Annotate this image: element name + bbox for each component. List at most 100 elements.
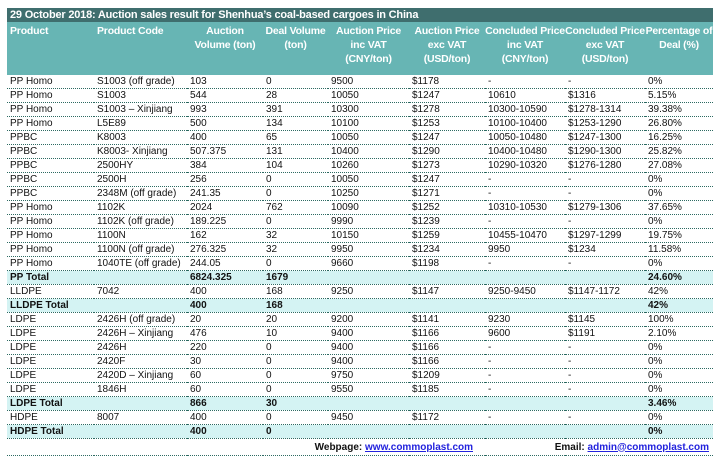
table-cell: 10100 — [328, 116, 409, 131]
table-cell: 10050-10480 — [485, 130, 565, 145]
table-cell — [565, 270, 645, 285]
table-cell: 9600 — [485, 326, 565, 341]
table-cell: 3.46% — [645, 396, 713, 411]
table-cell: 10300 — [328, 102, 409, 117]
table-cell: 2426H (off grade) — [94, 312, 187, 327]
table-cell: PP Homo — [7, 75, 94, 89]
table-cell: 5.15% — [645, 88, 713, 103]
table-cell: 400 — [187, 298, 263, 313]
table-row: PPBC 2348M (off grade) 241.35 0 10250 $1271- -… — [7, 186, 713, 201]
table-cell: 9250-9450 — [485, 284, 565, 299]
table-cell: 25.82% — [645, 144, 713, 159]
auction-results-table-container: 29 October 2018: Auction sales result fo… — [7, 8, 713, 456]
table-cell: 9750 — [328, 368, 409, 383]
table-cell: 162 — [187, 228, 263, 243]
table-row: PPBC 2500HY 384 104 10260 $1273 10290-10320 $12… — [7, 158, 713, 173]
table-row: LLDPE 7042 400 168 9250 $1147 9250-9450 $1147-1… — [7, 284, 713, 299]
table-row: PP Homo 1102K (off grade) 189.225 0 9990 $123… — [7, 214, 713, 229]
table-cell: 0% — [645, 75, 713, 89]
table-cell: - — [485, 340, 565, 355]
table-cell: LDPE — [7, 368, 94, 383]
total-row: LLDPE Total 400 168 42% — [7, 298, 713, 313]
table-cell: L5E89 — [94, 116, 187, 131]
table-cell: PPBC — [7, 186, 94, 201]
table-cell — [328, 270, 409, 285]
table-cell: HDPE — [7, 410, 94, 425]
table-cell — [94, 424, 187, 439]
table-cell: 10455-10470 — [485, 228, 565, 243]
table-cell: 2500H — [94, 172, 187, 187]
table-cell — [94, 270, 187, 285]
table-cell: 2420F — [94, 354, 187, 369]
table-cell: 10050 — [328, 172, 409, 187]
table-cell: 65 — [263, 130, 328, 145]
table-cell: $1316 — [565, 88, 645, 103]
table-cell: 134 — [263, 116, 328, 131]
auction-results-table: Product Product Code Auction Volume (ton) D… — [7, 22, 713, 456]
table-cell: $1247 — [409, 172, 485, 187]
table-cell: $1147 — [409, 284, 485, 299]
table-cell: 762 — [263, 200, 328, 215]
table-cell: $1271 — [409, 186, 485, 201]
table-cell: $1273 — [409, 158, 485, 173]
table-cell: $1234 — [565, 242, 645, 257]
table-row: LDPE 2426H (off grade) 20 20 9200 $1141 9230 $1… — [7, 312, 713, 327]
table-cell: $1247-1300 — [565, 130, 645, 145]
table-cell: 0 — [263, 256, 328, 271]
table-cell: 244.05 — [187, 256, 263, 271]
table-cell: PP Homo — [7, 214, 94, 229]
table-cell: 9200 — [328, 312, 409, 327]
email-link[interactable]: admin@commoplast.com — [587, 441, 709, 453]
table-cell: 9550 — [328, 382, 409, 397]
table-cell: 0 — [263, 354, 328, 369]
table-cell: 400 — [187, 424, 263, 439]
table-cell: 19.75% — [645, 228, 713, 243]
table-cell: PP Homo — [7, 242, 94, 257]
table-row: PPBC K8003- Xinjiang 507.375 131 10400 $1290 1… — [7, 144, 713, 159]
table-cell: 9990 — [328, 214, 409, 229]
table-cell: 168 — [263, 284, 328, 299]
table-cell: 10090 — [328, 200, 409, 215]
table-cell: 9400 — [328, 326, 409, 341]
table-cell: S1003 — [94, 88, 187, 103]
table-cell: 2024 — [187, 200, 263, 215]
table-cell: 9400 — [328, 354, 409, 369]
table-cell: 32 — [263, 228, 328, 243]
table-cell: LLDPE — [7, 284, 94, 299]
table-cell: 11.58% — [645, 242, 713, 257]
column-header: Percentage of Deal (%) — [645, 22, 713, 75]
table-cell: 7042 — [94, 284, 187, 299]
table-cell: 32 — [263, 242, 328, 257]
table-cell: PPBC — [7, 130, 94, 145]
table-cell: 10250 — [328, 186, 409, 201]
table-cell: $1209 — [409, 368, 485, 383]
table-cell: $1198 — [409, 256, 485, 271]
table-cell: 400 — [187, 130, 263, 145]
table-cell: $1253-1290 — [565, 116, 645, 131]
table-cell: 0% — [645, 256, 713, 271]
table-cell: 42% — [645, 298, 713, 313]
table-cell: 10050 — [328, 130, 409, 145]
table-cell: K8003 — [94, 130, 187, 145]
table-cell: - — [485, 382, 565, 397]
table-cell: 2426H — [94, 340, 187, 355]
table-cell: 30 — [187, 354, 263, 369]
table-row: PP Homo 1040TE (off grade) 244.05 0 9660 $119… — [7, 256, 713, 271]
table-cell: $1166 — [409, 326, 485, 341]
column-header: Deal Volume (ton) — [263, 22, 328, 75]
table-cell: 2500HY — [94, 158, 187, 173]
table-cell — [565, 298, 645, 313]
webpage-link[interactable]: www.commoplast.com — [365, 441, 473, 453]
table-cell: $1253 — [409, 116, 485, 131]
table-cell: 276.325 — [187, 242, 263, 257]
table-cell — [485, 424, 565, 439]
table-cell: 20 — [263, 312, 328, 327]
column-header: Product Code — [94, 22, 187, 75]
table-cell — [485, 396, 565, 411]
table-cell: 10260 — [328, 158, 409, 173]
column-header: Concluded Price inc VAT (CNY/ton) — [485, 22, 565, 75]
table-row: HDPE 8007 400 0 9450 $1172- -0% — [7, 410, 713, 425]
table-cell — [485, 270, 565, 285]
table-cell: LDPE — [7, 312, 94, 327]
table-row: LDPE 2426H – Xinjiang 476 10 9400 $1166 9600 $1… — [7, 326, 713, 341]
